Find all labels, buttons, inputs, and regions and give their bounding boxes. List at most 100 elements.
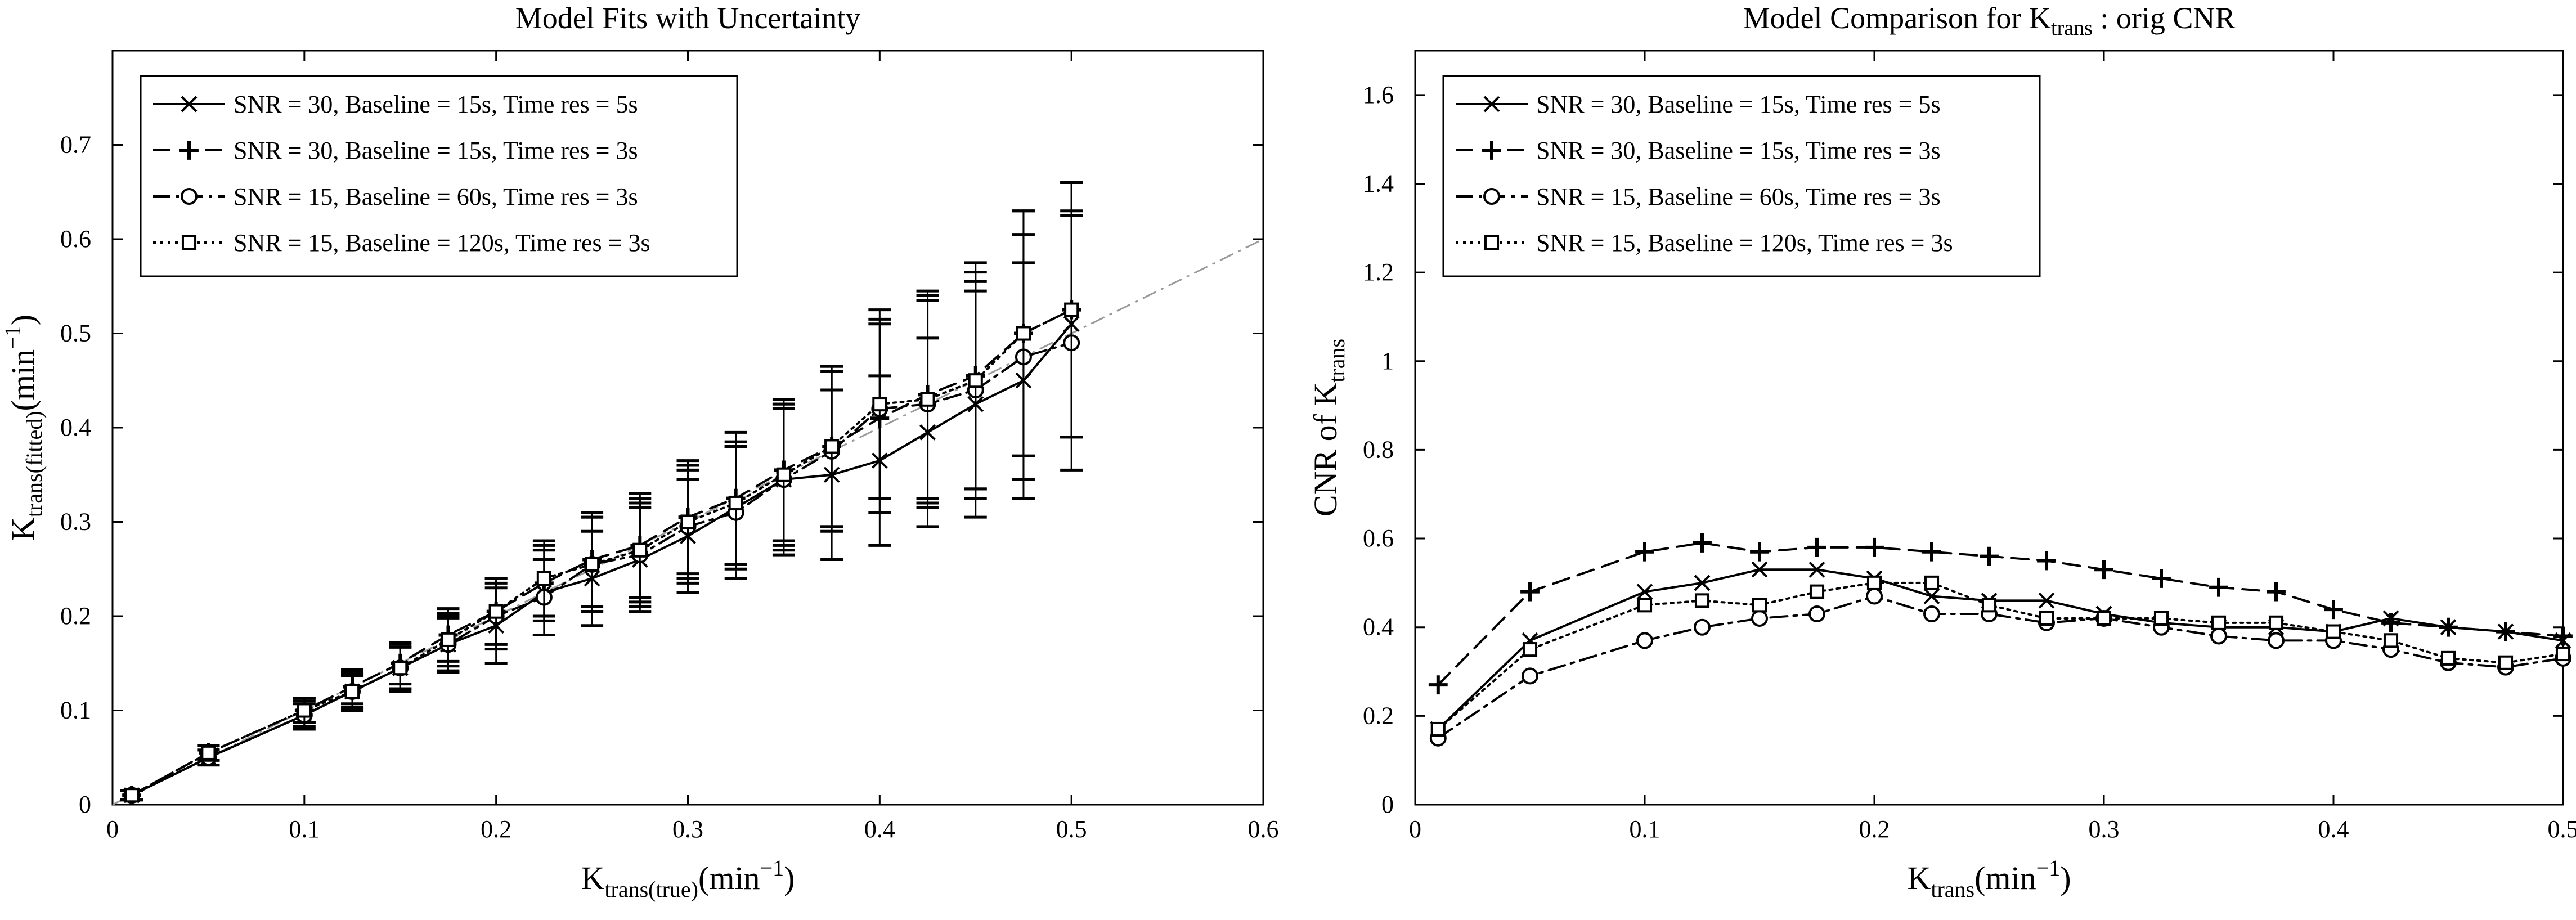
x-tick-label: 0.5 <box>2548 815 2576 843</box>
data-point <box>1694 575 1711 591</box>
y-tick-label: 1.2 <box>1363 258 1394 286</box>
y-axis-label: Ktrans(fitted)(min−1) <box>0 315 47 541</box>
chart-title-text: Model Comparison for K <box>1743 1 2051 35</box>
legend-box <box>140 75 738 277</box>
y-label-subscript: trans <box>1324 339 1349 383</box>
data-point <box>2096 611 2112 626</box>
data-point <box>1636 584 1653 600</box>
data-point <box>2094 560 2113 580</box>
legend-entry: SNR = 30, Baseline = 15s, Time res = 5s <box>234 91 638 118</box>
x-label-subscript: trans(true) <box>604 877 698 902</box>
y-tick-label: 0.6 <box>60 225 91 253</box>
y-tick-label: 1 <box>1381 347 1394 375</box>
legend-swatch-marker <box>1483 188 1500 205</box>
legend-box <box>1442 75 2041 277</box>
data-point <box>1430 721 1446 737</box>
plot-frame <box>1414 50 2564 806</box>
data-point <box>1808 561 1825 578</box>
data-point <box>1636 632 1653 649</box>
data-point <box>2268 632 2285 649</box>
data-point <box>1693 533 1712 553</box>
y-label-base: CNR of K <box>1307 383 1344 517</box>
y-tick-label: 0.2 <box>60 602 91 630</box>
chart-title: Model Comparison for Ktrans : orig CNR <box>1743 1 2236 40</box>
legend-swatch-marker <box>1484 235 1500 250</box>
x-label-superscript: −1 <box>760 855 784 881</box>
data-point <box>920 392 935 407</box>
legend-entry: SNR = 30, Baseline = 15s, Time res = 5s <box>1536 91 1941 118</box>
chart-title-text: Model Fits with Uncertainty <box>515 1 860 35</box>
legend-swatch-marker <box>1482 141 1501 160</box>
data-point <box>1980 546 1999 566</box>
legend-swatch-marker <box>181 188 198 205</box>
y-label-close: ) <box>5 315 41 325</box>
data-point <box>1750 542 1769 562</box>
x-tick-label: 0.1 <box>289 815 320 843</box>
y-label-unit: (min <box>5 349 41 411</box>
x-tick-label: 0.2 <box>481 815 511 843</box>
legend-entry: SNR = 15, Baseline = 60s, Time res = 3s <box>234 183 638 210</box>
legend-entry: SNR = 15, Baseline = 120s, Time res = 3s <box>234 229 650 257</box>
data-point <box>1923 588 1940 604</box>
legend-entry: SNR = 30, Baseline = 15s, Time res = 3s <box>1536 137 1941 164</box>
legend-entry: SNR = 30, Baseline = 15s, Time res = 3s <box>234 137 638 164</box>
y-tick-label: 0 <box>79 791 91 818</box>
data-point <box>1752 598 1767 613</box>
y-tick-label: 0.7 <box>60 131 91 159</box>
data-point <box>124 788 140 803</box>
x-tick-label: 0.1 <box>1630 815 1661 843</box>
data-point <box>1522 667 1538 685</box>
x-tick-label: 0.3 <box>672 815 703 843</box>
x-label-base: K <box>581 860 605 896</box>
data-point <box>2038 592 2055 609</box>
x-tick-label: 0 <box>1409 815 1421 843</box>
x-label-unit: (min <box>698 860 760 896</box>
y-axis-label: CNR of Ktrans <box>1307 339 1349 517</box>
data-point <box>2209 577 2228 597</box>
x-tick-label: 0.3 <box>2089 815 2120 843</box>
data-point <box>824 439 840 454</box>
series-3 <box>120 214 1083 804</box>
data-point <box>488 604 504 619</box>
x-tick-label: 0.2 <box>1859 815 1890 843</box>
data-point <box>680 514 695 529</box>
x-axis-label: Ktrans(min−1) <box>1907 855 2071 902</box>
data-point <box>2496 622 2515 641</box>
data-point <box>2324 600 2343 620</box>
x-label-close: ) <box>784 860 795 896</box>
data-point <box>297 703 312 718</box>
y-tick-label: 0.2 <box>1363 702 1394 729</box>
data-point <box>968 373 983 388</box>
x-tick-label: 0.6 <box>1248 815 1279 843</box>
data-point <box>2553 626 2573 646</box>
x-tick-label: 0.4 <box>2318 815 2349 843</box>
data-point <box>1808 605 1825 623</box>
data-point <box>1751 609 1768 627</box>
data-point <box>536 571 551 586</box>
y-label-superscript: −1 <box>0 325 25 349</box>
series-line <box>131 308 1073 797</box>
data-point <box>1866 575 1882 590</box>
y-tick-label: 0.4 <box>60 414 91 441</box>
y-tick-label: 1.6 <box>1363 81 1394 109</box>
right-chart-model-comparison: 0 0.1 0.2 0.3 0.4 0.5 0 0.2 0.4 0.6 0.8 1 1.2 1.4 1.6 S… <box>1307 1 2576 902</box>
data-point <box>2210 627 2227 645</box>
x-label-unit: (min <box>1974 860 2036 896</box>
series-2 <box>1428 533 2573 695</box>
data-point <box>1866 587 1883 605</box>
data-point <box>1865 537 1884 557</box>
data-point <box>393 661 408 676</box>
data-point <box>2268 615 2284 630</box>
y-tick-label: 0 <box>1381 791 1394 818</box>
legend: SNR = 30, Baseline = 15s, Time res = 5s S… <box>1442 75 2041 277</box>
legend-swatch-marker <box>1483 96 1500 113</box>
data-point <box>1016 326 1031 341</box>
data-point <box>2152 569 2171 588</box>
chart-title-text-end: : orig CNR <box>2093 1 2236 35</box>
left-chart-model-fits: 0 0.1 0.2 0.3 0.4 0.5 0.6 0 0.1 0.2 0.3 0.4 0.5 0.6 0.… <box>0 1 1279 902</box>
series-3 <box>1429 587 2571 747</box>
data-point <box>1922 542 1941 562</box>
data-point <box>776 467 791 482</box>
data-point <box>2498 655 2514 670</box>
y-tick-label: 0.4 <box>1363 613 1394 641</box>
